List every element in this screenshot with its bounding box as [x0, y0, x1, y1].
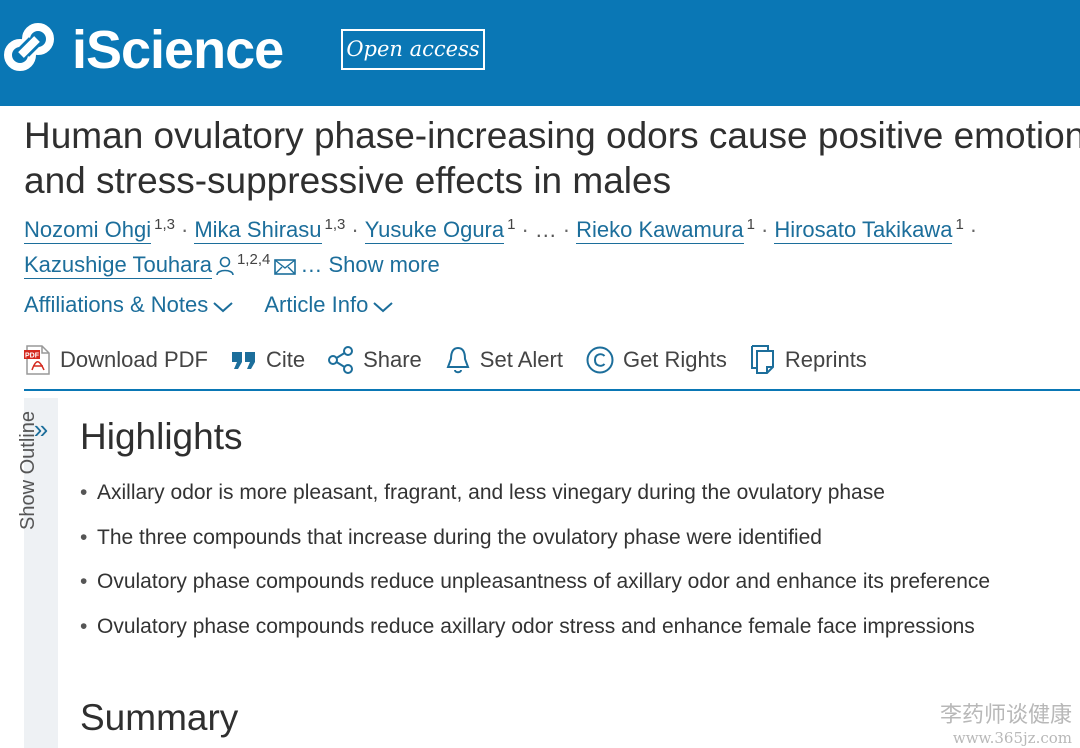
- highlights-heading: Highlights: [80, 416, 243, 457]
- author-affil-sup: 1: [746, 216, 755, 233]
- double-chevron-right-icon: »: [33, 414, 49, 444]
- author-affil-sup: 1,3: [154, 216, 176, 233]
- summary-heading: Summary: [80, 697, 239, 738]
- title-line-1: Human ovulatory phase-increasing odors c…: [24, 115, 1080, 156]
- share-button[interactable]: Share: [327, 345, 422, 375]
- journal-header: iScience Open access: [0, 0, 1080, 106]
- chevron-down-icon: [213, 302, 233, 313]
- show-outline-label: Show Outline: [17, 411, 39, 530]
- author-affil-sup: 1: [955, 216, 964, 233]
- chevron-down-icon: [373, 302, 393, 313]
- author-list: Nozomi Ohgi 1,3 · Mika Shirasu 1,3 · Yusuke Og…: [24, 210, 983, 245]
- copyright-icon: [586, 346, 614, 374]
- author-link[interactable]: Kazushige Touhara: [24, 252, 212, 279]
- watermark-text: 李药师谈健康: [939, 703, 1072, 728]
- watermark: 李药师谈健康 www.365jz.com: [940, 703, 1072, 747]
- author-separator: ·: [760, 217, 769, 242]
- download-pdf-label: Download PDF: [60, 347, 208, 372]
- list-item: The three compounds that increase during…: [80, 523, 990, 568]
- cite-label: Cite: [265, 347, 306, 372]
- bell-icon: [446, 346, 470, 374]
- pdf-icon: PDF: [24, 345, 50, 375]
- reprints-button[interactable]: Reprints: [749, 345, 867, 375]
- article-toggles: Affiliations & Notes Article Info: [24, 290, 418, 320]
- reprints-label: Reprints: [784, 347, 867, 372]
- share-label: Share: [363, 347, 422, 372]
- author-link[interactable]: Mika Shirasu: [194, 217, 322, 244]
- author-separator: ·: [521, 217, 529, 242]
- quote-icon: [231, 352, 255, 369]
- author-link[interactable]: Yusuke Ogura: [364, 217, 505, 244]
- iscience-logo-icon[interactable]: [4, 22, 54, 72]
- list-item: Ovulatory phase compounds reduce axillar…: [80, 612, 990, 657]
- author-affil-sup: 1,2,4: [236, 251, 271, 268]
- open-access-badge: Open access: [341, 29, 485, 70]
- author-affil-sup: 1,3: [324, 216, 346, 233]
- corresponding-author-icon[interactable]: [216, 256, 234, 276]
- author-separator: ·: [181, 217, 189, 242]
- show-outline-tab[interactable]: »: [24, 398, 58, 748]
- download-pdf-button[interactable]: PDF Download PDF: [24, 345, 208, 375]
- show-more-authors-link[interactable]: … Show more: [300, 252, 440, 277]
- title-line-2: and stress-suppressive effects in males: [24, 160, 672, 201]
- watermark-url: www.365jz.com: [952, 729, 1072, 747]
- list-item: Ovulatory phase compounds reduce unpleas…: [80, 567, 990, 612]
- article-info-label: Article Info: [264, 292, 369, 317]
- set-alert-button[interactable]: Set Alert: [444, 345, 563, 375]
- author-separator: ·: [351, 217, 359, 242]
- get-rights-button[interactable]: Get Rights: [585, 345, 727, 375]
- affiliations-toggle[interactable]: Affiliations & Notes: [24, 290, 234, 320]
- reprints-icon: [750, 345, 774, 374]
- journal-brand[interactable]: iScience: [72, 20, 284, 80]
- author-link[interactable]: Rieko Kawamura: [576, 217, 744, 244]
- author-affil-sup: 1: [507, 216, 516, 233]
- svg-text:PDF: PDF: [25, 353, 40, 360]
- author-link[interactable]: Nozomi Ohgi: [24, 217, 152, 244]
- author-separator: ·: [562, 217, 571, 242]
- article-title: Human ovulatory phase-increasing odors c…: [24, 113, 1080, 203]
- set-alert-label: Set Alert: [479, 347, 563, 372]
- highlights-list: Axillary odor is more pleasant, fragrant…: [80, 478, 990, 656]
- article-info-toggle[interactable]: Article Info: [264, 290, 394, 320]
- share-icon: [328, 346, 354, 374]
- list-item: Axillary odor is more pleasant, fragrant…: [80, 478, 990, 523]
- cite-button[interactable]: Cite: [230, 347, 305, 373]
- toolbar-divider: [24, 389, 1080, 391]
- affiliations-label: Affiliations & Notes: [24, 292, 209, 317]
- get-rights-label: Get Rights: [622, 347, 727, 372]
- article-toolbar: PDF Download PDF Cite Share Set Alert Ge…: [24, 340, 889, 380]
- author-link[interactable]: Hirosato Takikawa: [774, 217, 953, 244]
- author-list-continued: Kazushige Touhara 1,2,4 … Show more: [24, 245, 440, 280]
- author-separator: ·: [969, 217, 978, 242]
- author-ellipsis: …: [534, 217, 557, 242]
- email-icon[interactable]: [274, 258, 297, 276]
